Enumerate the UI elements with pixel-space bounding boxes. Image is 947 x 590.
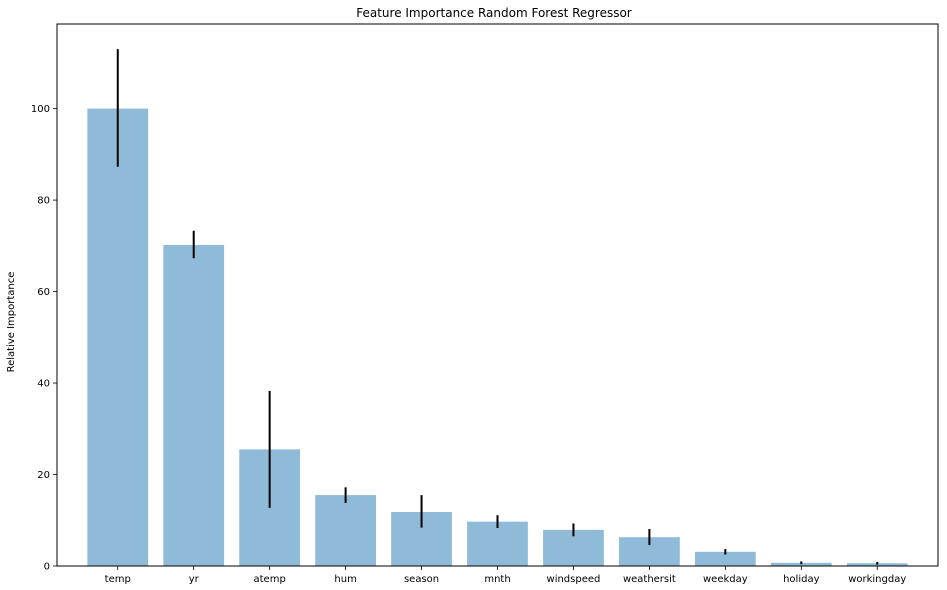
y-tick-label: 0 (44, 562, 50, 573)
x-tick-label: yr (189, 574, 200, 585)
x-tick-label: windspeed (547, 574, 601, 585)
x-axis: temp yr atemp hum season mnth windspeed weather… (105, 566, 906, 585)
bar-holiday (770, 562, 832, 566)
y-tick-label: 40 (37, 379, 50, 390)
y-axis: 0 20 40 60 80 100 (31, 104, 57, 573)
x-tick-label: weekday (703, 574, 748, 585)
bar-temp (87, 108, 149, 567)
error-bars-layer (116, 49, 879, 565)
x-tick-label: season (404, 574, 439, 585)
bar-hum (315, 495, 376, 566)
x-tick-label: workingday (848, 574, 906, 585)
bar-mnth (467, 521, 528, 566)
x-tick-label: holiday (783, 574, 819, 585)
x-tick-label: temp (105, 574, 131, 585)
bar-weekday (694, 551, 756, 566)
bar-yr (163, 244, 225, 567)
x-tick-label: hum (334, 574, 356, 585)
y-axis-label: Relative Importance (6, 272, 17, 373)
x-tick-label: mnth (484, 574, 510, 585)
y-tick-label: 60 (37, 287, 50, 298)
x-tick-label: atemp (254, 574, 286, 585)
bars-layer (87, 108, 908, 567)
y-tick-label: 80 (37, 196, 50, 207)
y-tick-label: 20 (37, 470, 50, 481)
x-tick-label: weathersit (623, 574, 676, 585)
chart-title: Feature Importance Random Forest Regress… (356, 6, 632, 20)
y-tick-label: 100 (31, 104, 50, 115)
